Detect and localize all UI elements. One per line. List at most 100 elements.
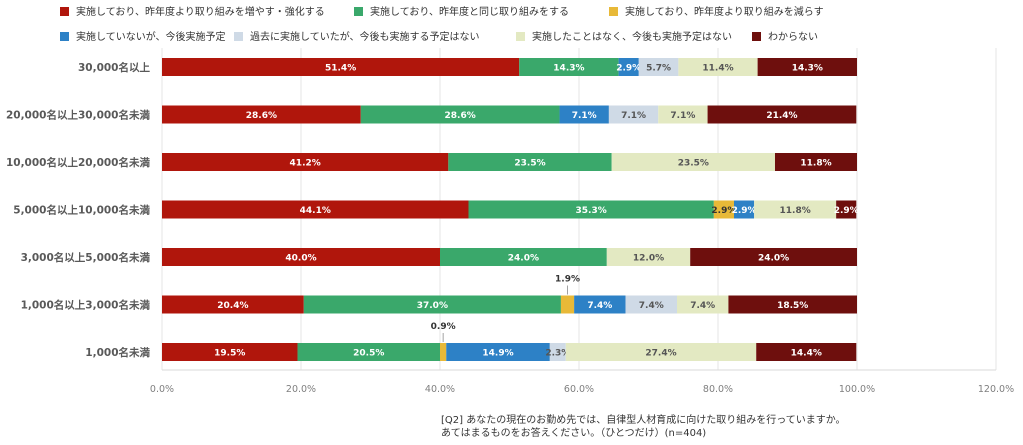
legend-label: 実施しており、昨年度より取り組みを減らす (625, 5, 824, 18)
bar-segment (754, 200, 837, 219)
bar-segment (162, 248, 440, 266)
note-line-2: あてはまるものをお答えください。（ひとつだけ）(n=404) (441, 428, 707, 439)
data-label: 24.0% (508, 254, 539, 264)
note-line-1: [Q2] あなたの現在のお勤め先では、自律型人材育成に向けた取り組みを行っていま… (441, 415, 846, 426)
bar-segment (690, 248, 857, 266)
data-label: 28.6% (246, 111, 277, 121)
x-tick-label: 60.0% (564, 384, 594, 395)
bar-segment (360, 105, 560, 124)
x-tick-label: 40.0% (425, 384, 455, 395)
bar-segment (638, 58, 679, 76)
bar-segment (606, 248, 691, 266)
data-label: 1.9% (555, 275, 580, 285)
legend-label: 実施していないが、今後実施予定 (76, 30, 226, 43)
legend-swatch (516, 32, 525, 41)
chart-note: [Q2] あなたの現在のお勤め先では、自律型人材育成に向けた取り組みを行っていま… (441, 414, 846, 440)
x-tick-label: 20.0% (286, 384, 316, 395)
bar-segment (440, 248, 607, 266)
data-label: 0.9% (431, 322, 456, 332)
category-label: 10,000名以上20,000名未満 (6, 156, 151, 169)
bar-segment (162, 295, 304, 314)
bar-segment (297, 343, 440, 361)
bar-segment (707, 105, 857, 124)
data-label: 37.0% (417, 301, 448, 311)
bar-segment (836, 200, 857, 219)
data-label: 7.4% (690, 301, 715, 311)
category-label: 3,000名以上5,000名未満 (21, 251, 151, 264)
legend-swatch (234, 32, 243, 41)
bar-segment (162, 200, 469, 219)
data-label: 2.9% (834, 206, 859, 216)
data-label: 7.1% (670, 111, 695, 121)
bar-segment (162, 58, 520, 76)
data-label: 44.1% (300, 206, 331, 216)
legend-label: 実施したことはなく、今後も実施予定はない (532, 30, 732, 43)
bar-segment (440, 343, 447, 361)
bar-segment (733, 200, 755, 219)
bar-segment (448, 153, 612, 171)
data-label: 2.9% (711, 206, 736, 216)
legend-swatch (60, 7, 69, 16)
data-label: 11.8% (800, 159, 831, 169)
bar-segment (756, 343, 857, 361)
data-label: 23.5% (514, 159, 545, 169)
data-label: 11.4% (702, 64, 733, 74)
data-label: 7.4% (639, 301, 664, 311)
legend-swatch (752, 32, 761, 41)
bar-segment (446, 343, 550, 361)
data-label: 19.5% (214, 349, 245, 359)
data-label: 28.6% (445, 111, 476, 121)
bar-segment (757, 58, 857, 76)
bar-segment (565, 343, 757, 361)
data-label: 14.3% (553, 64, 584, 74)
bar-segment (676, 295, 729, 314)
category-label: 1,000名以上3,000名未満 (21, 299, 151, 312)
bar-segment (608, 105, 659, 124)
bar-segment (713, 200, 734, 219)
legend-label: 過去に実施していたが、今後も実施する予定はない (250, 30, 480, 43)
data-label: 24.0% (758, 254, 789, 264)
data-label: 14.4% (791, 349, 822, 359)
bar-segment (519, 58, 619, 76)
data-label: 14.9% (482, 349, 513, 359)
data-label: 18.5% (777, 301, 808, 311)
data-label: 40.0% (285, 254, 316, 264)
data-label: 7.1% (621, 111, 646, 121)
x-tick-label: 120.0% (978, 384, 1014, 395)
x-tick-label: 80.0% (703, 384, 733, 395)
bar-segment (303, 295, 561, 314)
data-label: 23.5% (678, 159, 709, 169)
bar-segment (560, 295, 575, 314)
bar-segment (728, 295, 857, 314)
data-label: 12.0% (633, 254, 664, 264)
legend-label: 実施しており、昨年度より取り組みを増やす・強化する (76, 5, 325, 18)
bar-segment (774, 153, 857, 171)
data-label: 11.8% (780, 206, 811, 216)
data-label: 2.9% (616, 64, 641, 74)
x-tick-label: 0.0% (150, 384, 174, 395)
legend-swatch (609, 7, 618, 16)
data-label: 7.1% (572, 111, 597, 121)
data-label: 27.4% (645, 349, 676, 359)
data-label: 5.7% (646, 64, 671, 74)
bar-segment (162, 343, 298, 361)
data-label: 2.3% (545, 349, 570, 359)
data-label: 41.2% (290, 159, 321, 169)
bar-segment (618, 58, 639, 76)
data-label: 35.3% (576, 206, 607, 216)
category-label: 30,000名以上 (78, 61, 151, 74)
data-label: 51.4% (325, 64, 356, 74)
data-label: 21.4% (766, 111, 797, 121)
data-label: 2.9% (732, 206, 757, 216)
bar-segment (611, 153, 775, 171)
category-label: 5,000名以上10,000名未満 (13, 204, 150, 217)
category-label: 20,000名以上30,000名未満 (6, 109, 151, 122)
bar-segment (549, 343, 566, 361)
category-label: 1,000名未満 (85, 346, 150, 359)
legend-label: 実施しており、昨年度と同じ取り組みをする (370, 5, 569, 18)
x-tick-label: 100.0% (839, 384, 875, 395)
bar-segment (559, 105, 609, 124)
bar-segment (574, 295, 626, 314)
legend-label: わからない (768, 31, 818, 43)
